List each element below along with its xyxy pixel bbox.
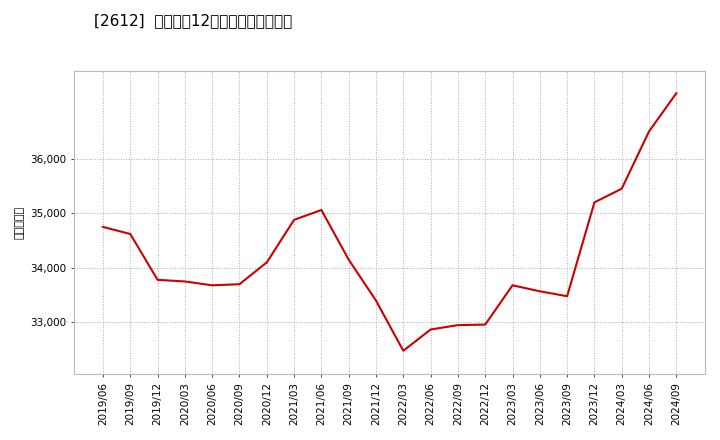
Text: [2612]  売上高の12か月移動合計の推移: [2612] 売上高の12か月移動合計の推移 (94, 13, 292, 28)
Y-axis label: （百万円）: （百万円） (15, 206, 25, 239)
